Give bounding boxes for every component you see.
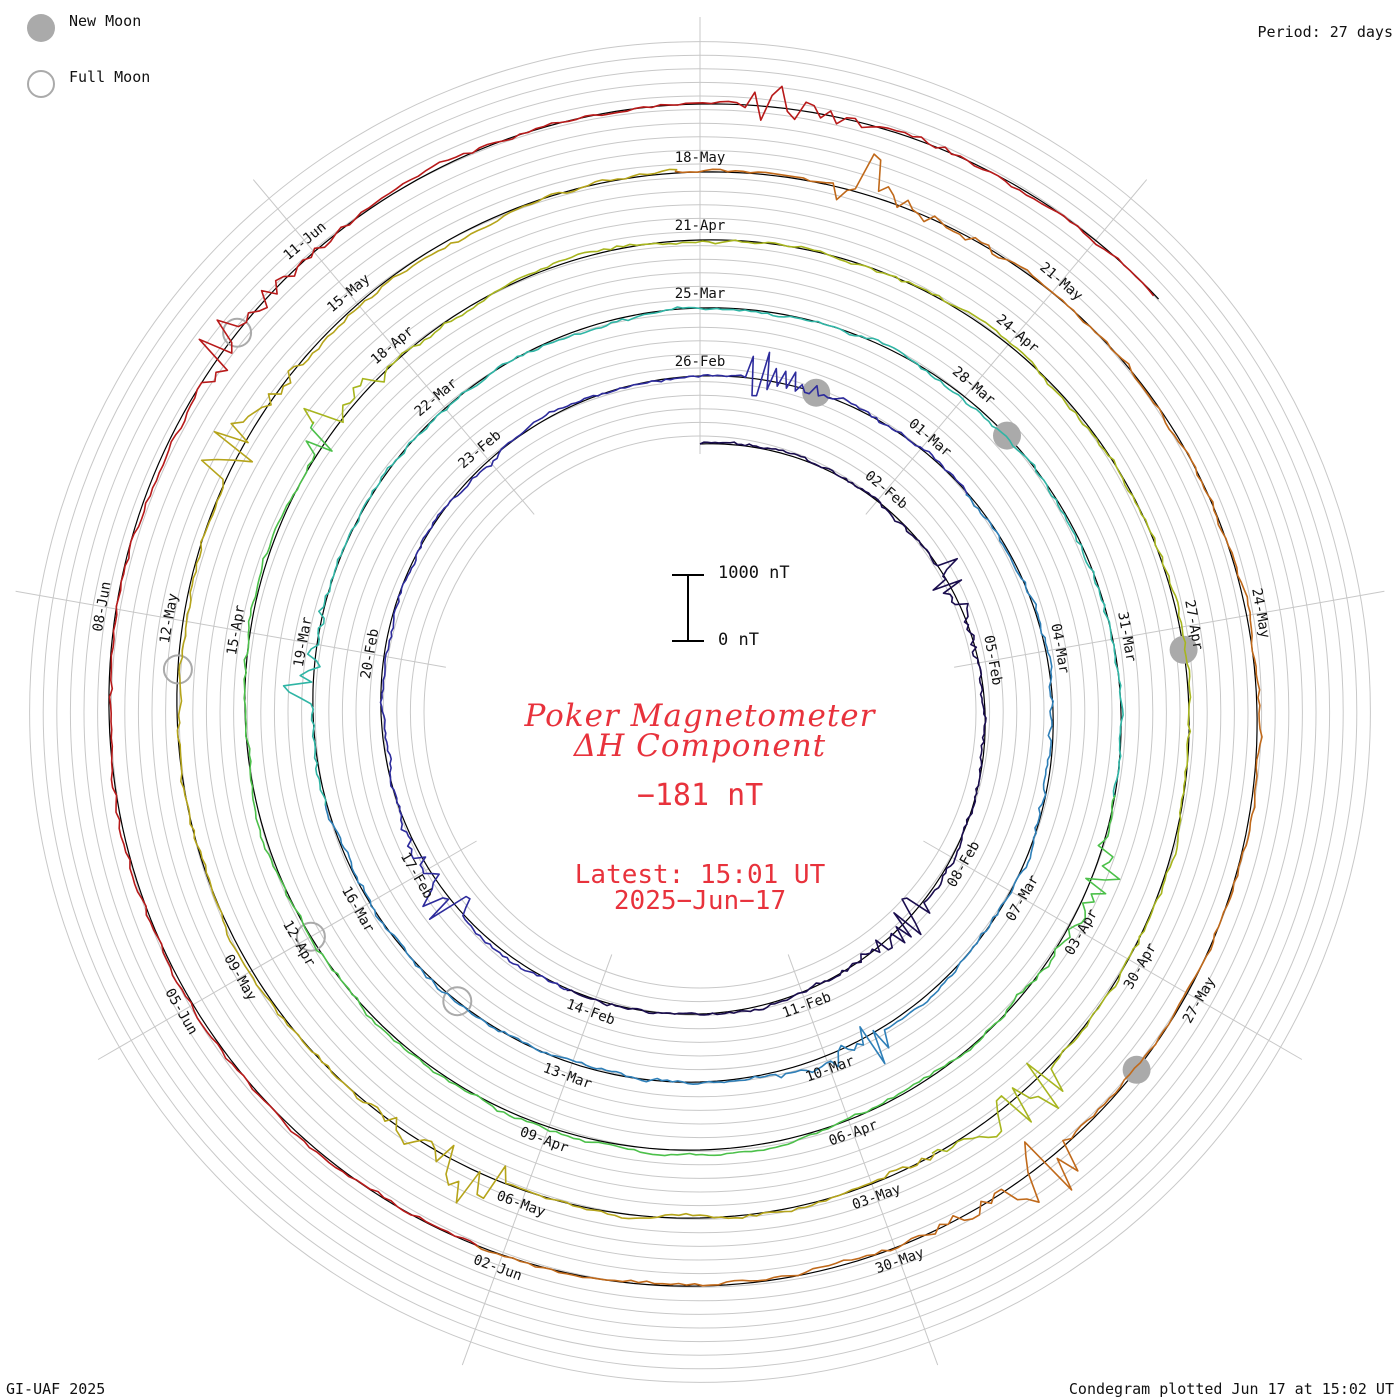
- data-series-1: [566, 441, 987, 1016]
- grid-spoke: [461, 954, 613, 1366]
- grid-spoke: [865, 179, 1148, 515]
- scale-bar: [672, 574, 704, 642]
- date-label: 16-Mar: [338, 884, 377, 936]
- new-moon-marker: [1169, 635, 1198, 664]
- latest-date: 2025−Jun−17: [613, 886, 787, 916]
- chart-title-component: ΔH Component: [573, 728, 827, 764]
- date-label: 28-Mar: [949, 364, 998, 409]
- radial-spokes: [15, 17, 1385, 1366]
- date-label: 03-May: [850, 1181, 903, 1213]
- period-text: Period: 27 days: [1257, 23, 1393, 41]
- footer-plotted: Condegram plotted Jun 17 at 15:02 UT: [1068, 1380, 1394, 1398]
- data-series-9: [108, 85, 1155, 1247]
- data-series-7: [176, 168, 936, 1220]
- legend-new-moon: New Moon: [27, 12, 142, 42]
- new-moon-marker: [993, 421, 1021, 450]
- date-label: 21-May: [1036, 259, 1085, 304]
- grid-spoke: [97, 840, 477, 1060]
- date-label: 15-Apr: [224, 604, 249, 657]
- full-moon-marker: [295, 921, 326, 952]
- footer-credit: GI-UAF 2025: [6, 1380, 106, 1398]
- date-label: 18-May: [675, 150, 726, 166]
- full-moon-marker: [442, 986, 473, 1017]
- data-series-8: [474, 153, 1263, 1287]
- moon-phase-markers: [162, 317, 1198, 1084]
- date-label: 21-Apr: [675, 218, 726, 234]
- data-series-2: [379, 351, 969, 991]
- date-label: 06-Apr: [827, 1117, 880, 1149]
- scale-top-label: 1000 nT: [718, 563, 790, 583]
- spiral-baseline: [108, 103, 1258, 1287]
- date-label: 30-May: [873, 1245, 926, 1277]
- date-label: 11-Feb: [780, 989, 833, 1021]
- date-label: 25-Mar: [675, 286, 726, 302]
- date-label: 20-Feb: [358, 628, 383, 681]
- grid-spoke: [15, 590, 446, 668]
- date-label: 10-Mar: [803, 1053, 856, 1085]
- data-series-5: [243, 421, 1121, 1157]
- new-moon-marker: [802, 378, 831, 407]
- data-series-6: [303, 239, 1192, 1154]
- date-label: 26-Feb: [675, 354, 726, 370]
- grid-spoke: [787, 954, 939, 1366]
- legend-full-moon: Full Moon: [27, 68, 151, 98]
- date-label: 31-Mar: [1114, 611, 1139, 664]
- chart-title-station: Poker Magnetometer: [524, 698, 876, 734]
- date-label: 02-Feb: [862, 468, 911, 513]
- date-label: 08-Jun: [90, 580, 115, 633]
- data-series-4: [282, 306, 1124, 806]
- data-trace: [108, 85, 1263, 1287]
- scale-bottom-label: 0 nT: [718, 630, 759, 650]
- baseline-spiral: [108, 103, 1258, 1287]
- date-label: 12-May: [157, 592, 182, 645]
- new-moon-marker-icon: [27, 14, 55, 42]
- new-moon-marker: [1122, 1055, 1151, 1084]
- date-label: 05-Feb: [980, 634, 1005, 687]
- data-series-3: [324, 493, 1054, 1085]
- grid-spoke: [954, 590, 1385, 668]
- latest-time: Latest: 15:01 UT: [574, 860, 826, 890]
- date-label: 12-Apr: [279, 918, 318, 970]
- full-moon-marker: [162, 654, 193, 685]
- full-moon-marker-icon: [27, 70, 55, 98]
- full-moon-marker: [222, 317, 253, 348]
- latest-value: −181 nT: [636, 778, 764, 813]
- date-label: 01-Mar: [905, 416, 954, 461]
- grid-spoke: [923, 840, 1303, 1060]
- grid-spoke: [252, 179, 535, 515]
- full-moon-label: Full Moon: [69, 68, 151, 86]
- date-label: 19-Mar: [291, 616, 316, 669]
- new-moon-label: New Moon: [69, 12, 142, 30]
